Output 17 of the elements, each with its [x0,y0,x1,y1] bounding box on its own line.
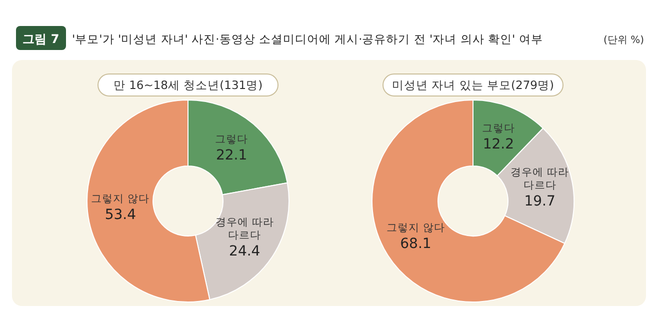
slice-label: 그렇다 [215,133,248,146]
slice-label: 그렇다 [482,122,515,134]
slice-label: 경우에 따라 다르다 [215,216,274,242]
slice-label: 경우에 따라 다르다 [510,166,570,192]
chart-title: '부모'가 '미성년 자녀' 사진·동영상 소셜미디어에 게시·공유하기 전 '자녀 의사 확인' 여부 [72,32,543,46]
chart-subtitle: 만 16~18세 청소년(131명) [113,78,263,92]
caption: 그림 7 [22,32,60,46]
slice-label: 그렇지 않다 [91,192,150,205]
data-label: 22.1 [216,147,248,164]
data-label: 68.1 [400,236,432,252]
data-label: 53.4 [104,206,136,223]
slice-label: 그렇지 않다 [386,222,445,234]
chart-subtitle: 미성년 자녀 있는 부모(279명) [392,78,554,92]
data-label: 12.2 [482,136,514,152]
text: (단위 %) [604,35,644,46]
data-label: 24.4 [229,244,260,260]
data-label: 19.7 [524,193,556,210]
